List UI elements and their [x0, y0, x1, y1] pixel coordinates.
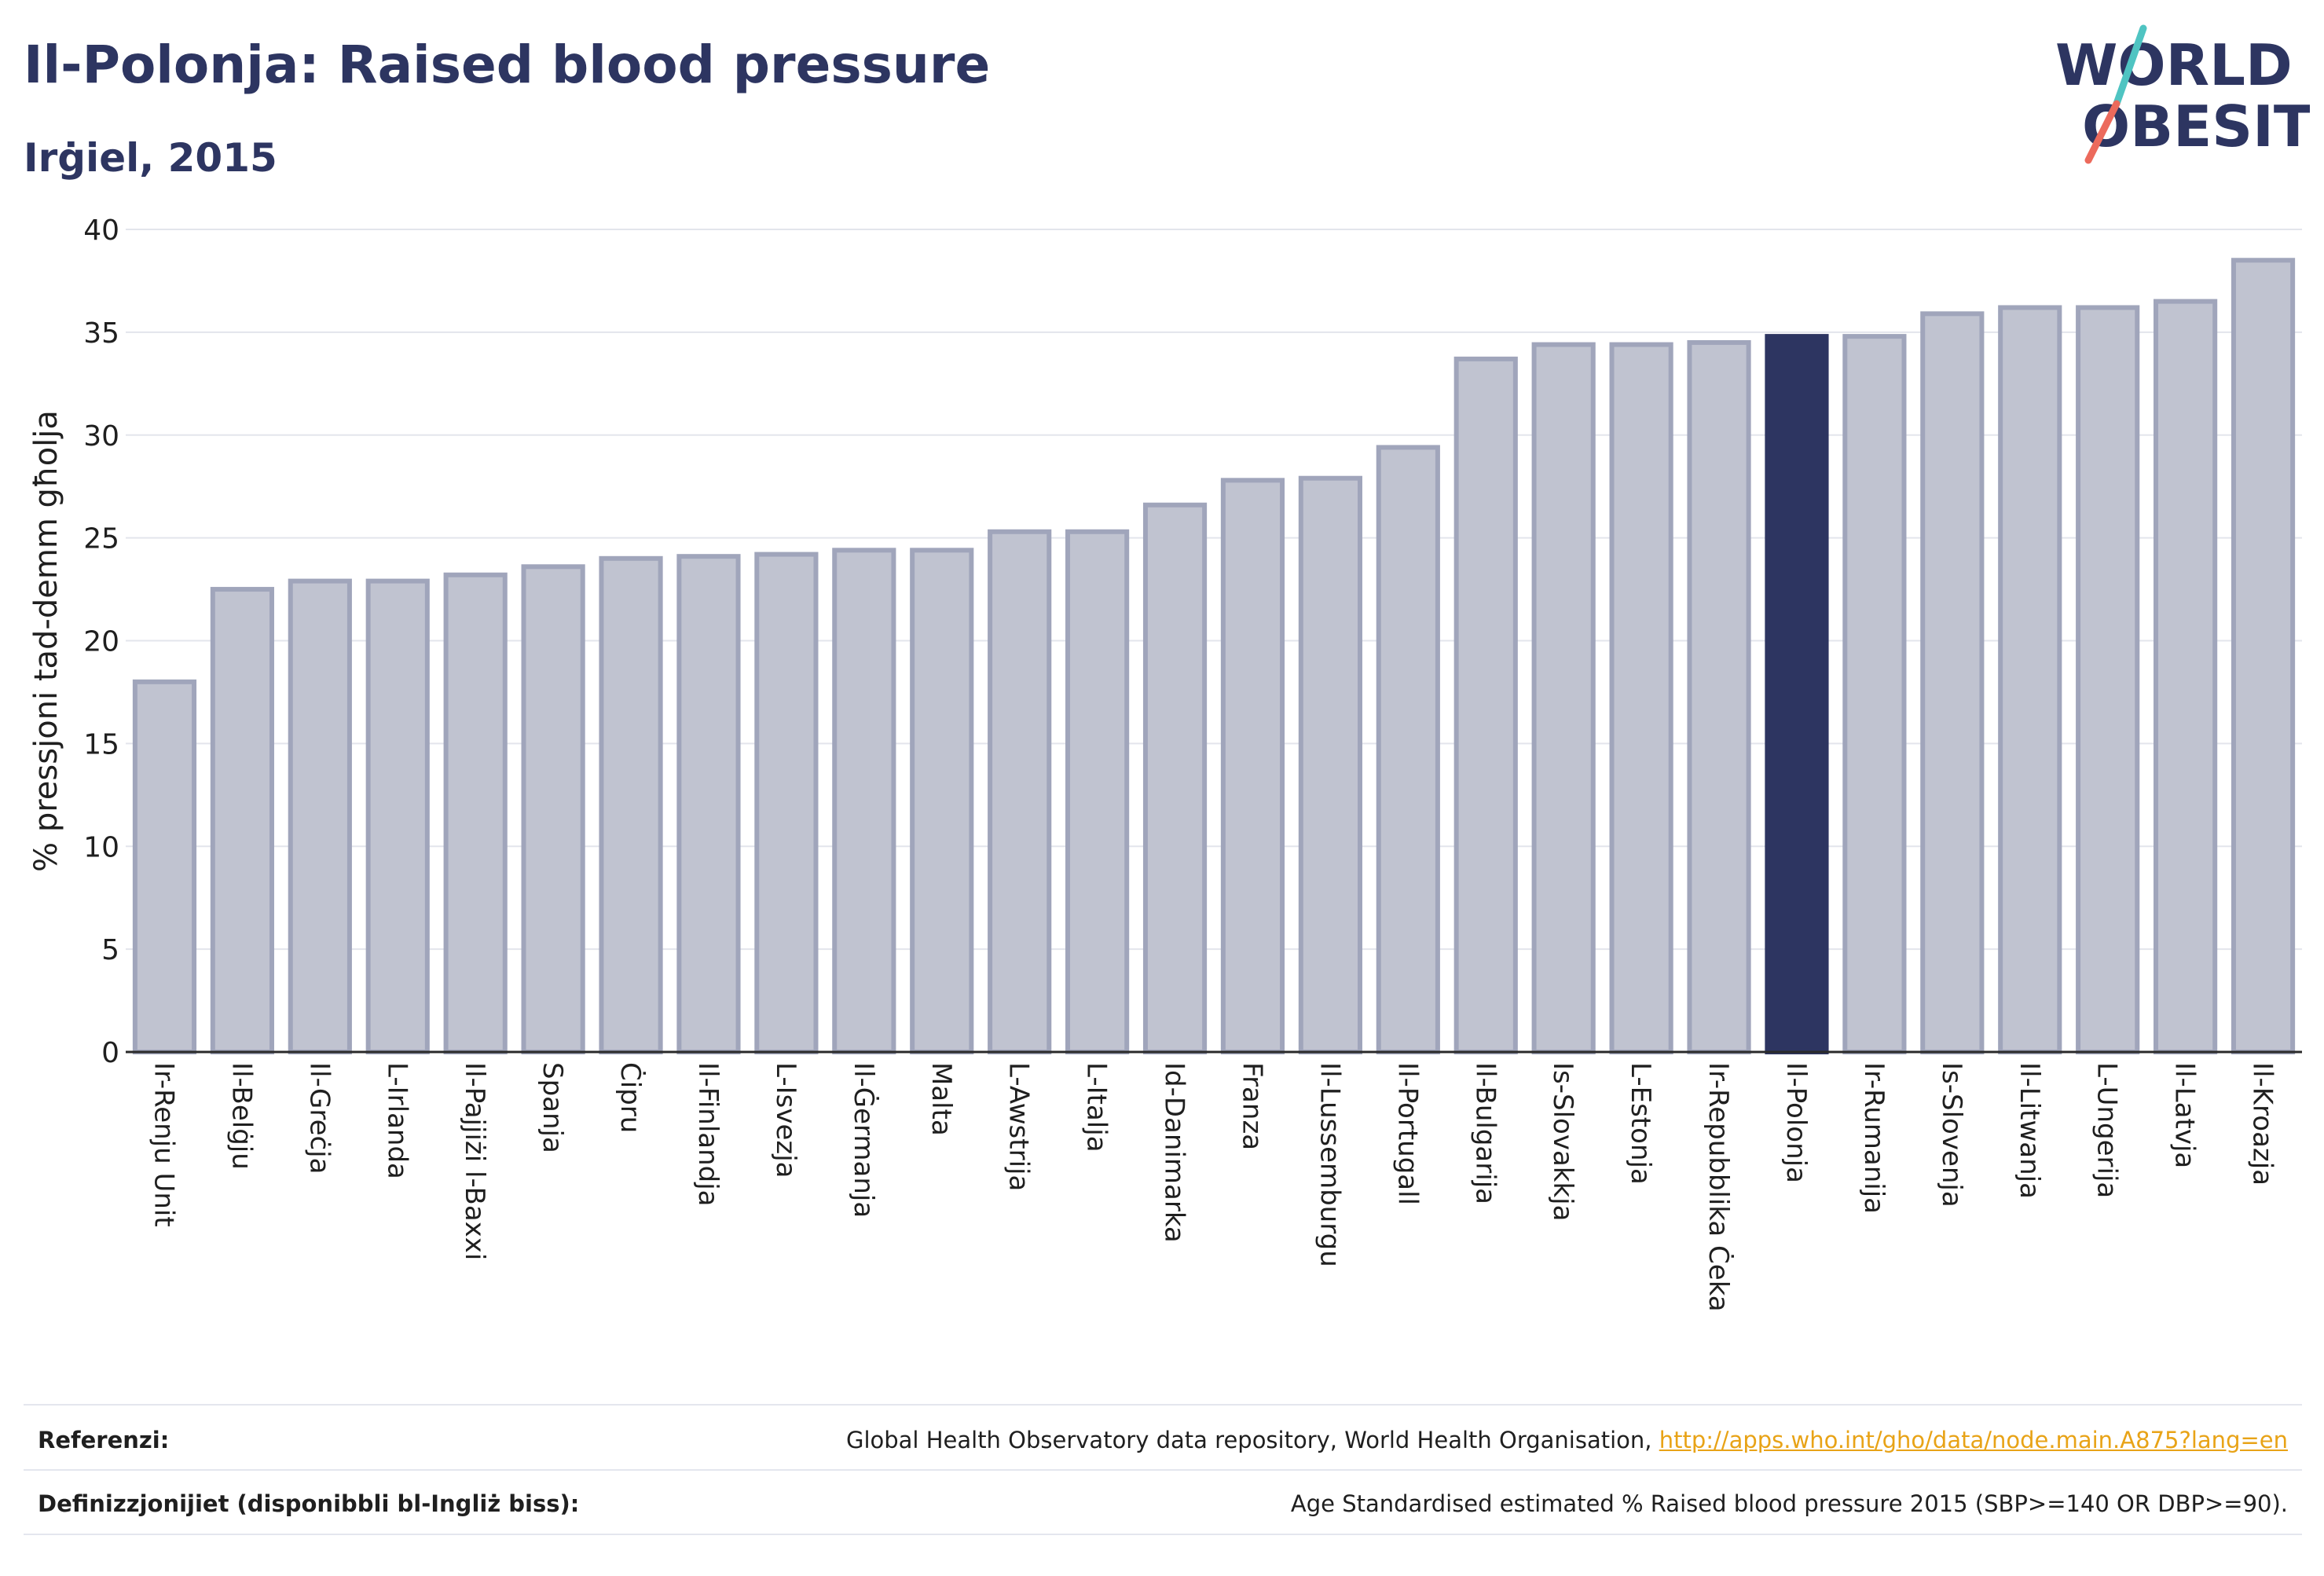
y-tick-label: 35 — [83, 317, 119, 350]
y-tick-labels: 0 5 10 15 20 25 30 35 40 — [83, 214, 119, 1069]
x-tick-label: Is-Slovenja — [1936, 1062, 1967, 1208]
x-tick-label: Is-Slovakkja — [1547, 1062, 1578, 1221]
x-tick-label: L-Estonja — [1625, 1062, 1656, 1185]
footer-divider-middle — [24, 1469, 2302, 1471]
bar-26[interactable] — [2154, 299, 2218, 1054]
definitions-value: Age Standardised estimated % Raised bloo… — [1290, 1490, 2288, 1517]
x-tick-labels: Ir-Renju Unit Il-Belġju Il-Greċja L-Irlanda… — [148, 1062, 2278, 1312]
y-tick-label: 20 — [83, 626, 119, 658]
x-tick-label: Franza — [1236, 1062, 1267, 1150]
y-tick-label: 15 — [83, 728, 119, 761]
definitions-label: Definizzjonijiet (disponibbli bl-Ingliż … — [38, 1490, 580, 1517]
y-tick-label: 0 — [101, 1037, 119, 1069]
bar-20[interactable] — [1687, 339, 1751, 1054]
page-title: Il-Polonja: Raised blood pressure — [24, 35, 991, 95]
references-label: Referenzi: — [38, 1427, 170, 1453]
bar-21[interactable] — [1765, 334, 1829, 1054]
bar-10[interactable] — [910, 548, 974, 1054]
x-tick-label: L-Isvezja — [770, 1062, 801, 1178]
bar-8[interactable] — [754, 552, 819, 1054]
x-tick-label: L-Awstrija — [1003, 1062, 1035, 1191]
logo-slash-coral — [2084, 100, 2121, 164]
x-tick-label: L-Italja — [1081, 1062, 1113, 1153]
bar-25[interactable] — [2076, 305, 2140, 1054]
bar-6[interactable] — [599, 555, 663, 1054]
x-tick-label: Il-Greċja — [303, 1062, 335, 1174]
page-subtitle: Irġiel, 2015 — [24, 135, 277, 181]
x-tick-label: Il-Polonja — [1780, 1062, 1812, 1183]
y-tick-label: 40 — [83, 214, 119, 247]
bar-1[interactable] — [210, 587, 274, 1054]
x-tick-label: Il-Belġju — [225, 1062, 257, 1170]
bar-18[interactable] — [1531, 342, 1596, 1054]
references-text: Global Health Observatory data repositor… — [845, 1427, 1659, 1453]
bar-2[interactable] — [288, 578, 352, 1054]
x-tick-label: Il-Finlandja — [692, 1062, 724, 1207]
x-tick-label: Ir-Renju Unit — [148, 1062, 179, 1227]
x-tick-label: Il-Ġermanja — [848, 1062, 880, 1218]
bar-19[interactable] — [1609, 342, 1673, 1054]
bar-7[interactable] — [676, 554, 741, 1054]
x-tick-label: Il-Lussemburgu — [1314, 1062, 1345, 1267]
x-tick-label: Il-Latvja — [2169, 1062, 2201, 1168]
logo-slash-teal — [2113, 24, 2147, 108]
bar-12[interactable] — [1065, 529, 1130, 1054]
bar-0[interactable] — [132, 679, 197, 1054]
x-tick-label: L-Irlanda — [381, 1062, 412, 1179]
bar-13[interactable] — [1142, 502, 1208, 1054]
x-tick-label: Ir-Repubblika Ċeka — [1703, 1062, 1735, 1312]
world-obesity-logo: WORLD OBESITY — [2055, 24, 2310, 164]
references-link[interactable]: http://apps.who.int/gho/data/node.main.A… — [1659, 1427, 2288, 1453]
x-tick-label: Il-Kroazja — [2247, 1062, 2278, 1186]
bar-14[interactable] — [1220, 478, 1285, 1054]
bar-5[interactable] — [521, 564, 585, 1054]
footer-divider-top — [24, 1404, 2302, 1406]
bar-24[interactable] — [1998, 305, 2062, 1054]
bar-15[interactable] — [1298, 475, 1362, 1054]
x-tick-label: L-Ungerija — [2091, 1062, 2123, 1198]
x-tick-label: Il-Bulgarija — [1469, 1062, 1501, 1204]
y-tick-label: 10 — [83, 831, 119, 863]
x-tick-label: Id-Danimarka — [1159, 1062, 1190, 1243]
bars — [132, 258, 2296, 1054]
y-tick-label: 25 — [83, 523, 119, 555]
bar-11[interactable] — [988, 529, 1052, 1054]
x-tick-label: Il-Litwanja — [2014, 1062, 2045, 1199]
x-tick-label: Il-Pajjiżi l-Baxxi — [459, 1062, 490, 1260]
bar-27[interactable] — [2231, 258, 2296, 1054]
y-axis-label: % pressjoni tad-demm għolja — [28, 410, 64, 872]
bar-9[interactable] — [832, 548, 896, 1054]
bar-17[interactable] — [1453, 356, 1518, 1054]
bar-23[interactable] — [1920, 311, 1985, 1054]
bar-16[interactable] — [1376, 445, 1440, 1054]
bar-22[interactable] — [1842, 334, 1907, 1054]
footer-divider-bottom — [24, 1534, 2302, 1535]
y-tick-label: 30 — [83, 420, 119, 453]
x-tick-label: Ir-Rumanija — [1858, 1062, 1890, 1214]
y-tick-label: 5 — [101, 934, 119, 966]
x-tick-label: Malta — [926, 1062, 957, 1136]
bar-3[interactable] — [365, 578, 430, 1054]
x-tick-label: Il-Portugall — [1391, 1062, 1423, 1205]
logo-text-world: WORLD — [2055, 32, 2293, 98]
x-tick-label: Ċipru — [614, 1062, 647, 1133]
references-value: Global Health Observatory data repositor… — [846, 1427, 2288, 1453]
x-tick-label: Spanja — [537, 1062, 568, 1153]
bar-4[interactable] — [443, 572, 508, 1054]
